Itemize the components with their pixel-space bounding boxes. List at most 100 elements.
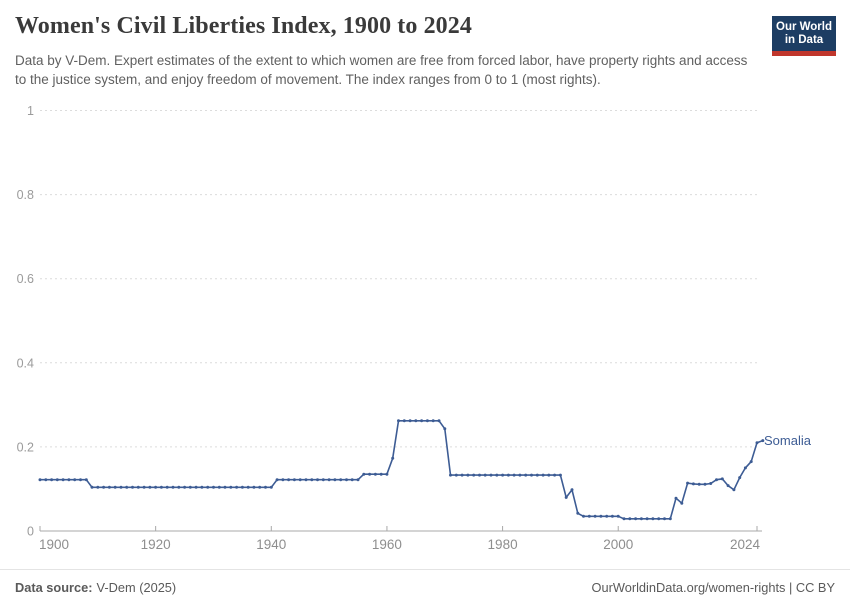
data-point[interactable] [385,472,389,476]
data-point[interactable] [524,473,528,477]
data-point[interactable] [275,478,279,482]
data-point[interactable] [541,473,545,477]
data-point[interactable] [177,485,181,489]
data-point[interactable] [229,485,233,489]
data-point[interactable] [125,485,129,489]
data-point[interactable] [90,485,94,489]
data-point[interactable] [420,419,424,423]
data-point[interactable] [188,485,192,489]
data-point[interactable] [761,439,765,443]
data-point[interactable] [558,473,562,477]
data-point[interactable] [547,473,551,477]
data-point[interactable] [755,441,759,445]
data-point[interactable] [131,485,134,489]
data-point[interactable] [165,485,169,489]
data-point[interactable] [674,496,678,500]
data-point[interactable] [327,478,331,482]
data-point[interactable] [84,478,88,482]
data-point[interactable] [136,485,140,489]
data-point[interactable] [680,501,684,505]
data-point[interactable] [466,473,470,477]
data-point[interactable] [743,466,747,470]
data-point[interactable] [304,478,308,482]
data-point[interactable] [582,514,585,518]
data-point[interactable] [553,473,557,477]
data-point[interactable] [67,478,71,482]
data-point[interactable] [437,419,441,423]
data-point[interactable] [512,473,516,477]
data-point[interactable] [252,485,256,489]
data-point[interactable] [564,495,568,499]
data-point[interactable] [478,473,481,477]
data-point[interactable] [506,473,510,477]
data-point[interactable] [605,514,609,518]
data-point[interactable] [628,517,632,521]
data-point[interactable] [749,460,753,464]
data-point[interactable] [483,473,487,477]
data-point[interactable] [171,485,175,489]
data-point[interactable] [593,514,597,518]
data-point[interactable] [206,485,210,489]
data-point[interactable] [668,517,672,521]
data-point[interactable] [119,485,123,489]
data-point[interactable] [287,478,291,482]
data-point[interactable] [44,478,48,482]
data-point[interactable] [530,473,533,477]
data-point[interactable] [223,485,227,489]
footer-link[interactable]: OurWorldinData.org/women-rights | CC BY [591,580,835,595]
data-point[interactable] [738,476,742,480]
data-point[interactable] [350,478,354,482]
data-point[interactable] [333,478,337,482]
data-point[interactable] [535,473,539,477]
data-point[interactable] [281,478,285,482]
data-point[interactable] [657,517,661,521]
data-point[interactable] [460,473,464,477]
data-point[interactable] [697,482,701,486]
data-point[interactable] [102,485,106,489]
data-point[interactable] [622,517,626,521]
data-point[interactable] [449,473,452,477]
data-point[interactable] [368,472,372,476]
data-point[interactable] [639,517,643,521]
data-point[interactable] [73,478,77,482]
data-point[interactable] [142,485,146,489]
data-point[interactable] [246,485,250,489]
data-point[interactable] [258,485,262,489]
data-point[interactable] [148,485,152,489]
data-point[interactable] [576,511,580,515]
data-point[interactable] [443,427,447,431]
data-point[interactable] [651,517,655,521]
data-point[interactable] [159,485,163,489]
data-point[interactable] [79,478,82,482]
data-point[interactable] [356,478,360,482]
data-point[interactable] [720,477,724,481]
data-point[interactable] [472,473,476,477]
data-point[interactable] [345,478,348,482]
data-point[interactable] [732,488,736,492]
data-point[interactable] [194,485,198,489]
data-point[interactable] [310,478,314,482]
data-point[interactable] [298,478,302,482]
data-point[interactable] [55,478,59,482]
data-point[interactable] [96,485,100,489]
data-point[interactable] [379,472,383,476]
data-point[interactable] [715,478,718,482]
data-point[interactable] [599,514,603,518]
data-point[interactable] [235,485,239,489]
series-label-somalia[interactable]: Somalia [764,433,812,448]
data-point[interactable] [518,473,522,477]
data-point[interactable] [113,485,117,489]
data-point[interactable] [316,478,319,482]
data-point[interactable] [217,485,221,489]
data-point[interactable] [726,484,730,488]
data-point[interactable] [703,482,707,486]
data-point[interactable] [489,473,493,477]
data-point[interactable] [183,485,187,489]
data-point[interactable] [645,517,649,521]
data-point[interactable] [709,482,713,485]
data-point[interactable] [50,478,54,482]
data-point[interactable] [373,472,377,476]
data-point[interactable] [200,485,204,489]
series-line-somalia[interactable] [40,420,764,520]
data-point[interactable] [454,473,458,477]
